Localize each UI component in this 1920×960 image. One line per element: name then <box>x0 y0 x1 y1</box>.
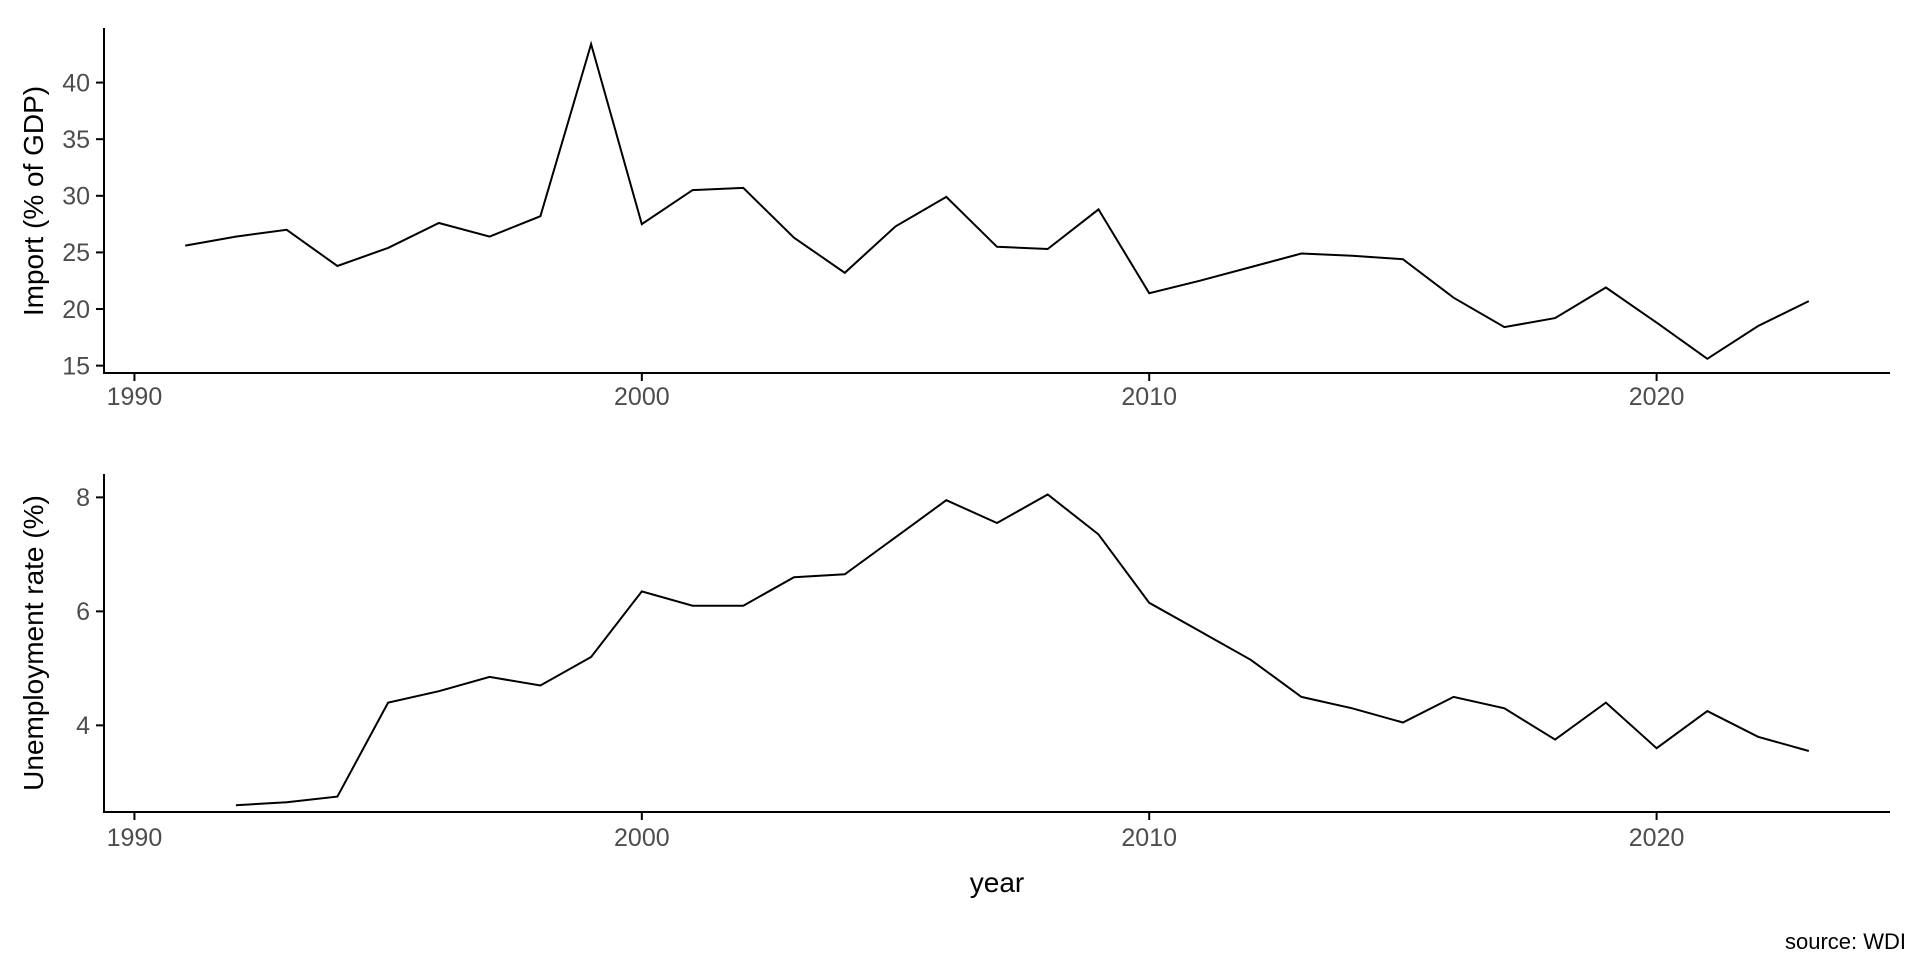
y-tick-label: 4 <box>76 712 90 740</box>
y-tick-label: 6 <box>76 598 90 626</box>
y-tick-label: 20 <box>62 296 90 324</box>
x-tick-label: 2010 <box>1121 383 1177 411</box>
x-axis-title: year <box>969 867 1025 898</box>
y-tick-label: 15 <box>62 352 90 380</box>
x-tick-label: 2020 <box>1629 824 1685 852</box>
source-attribution: source: WDI <box>1784 929 1906 954</box>
import-y-axis-title: Import (% of GDP) <box>18 85 49 317</box>
x-tick-label: 1990 <box>107 383 163 411</box>
import-series-line <box>185 40 1810 361</box>
x-tick-label: 1990 <box>107 824 163 852</box>
y-tick-label: 35 <box>62 126 90 154</box>
unemployment-chart-panel: 4 6 8 1990 2000 2010 2020 <box>76 474 1890 852</box>
y-tick-label: 8 <box>76 484 90 512</box>
x-tick-label: 2020 <box>1629 383 1685 411</box>
import-chart-panel: 15 20 25 30 35 40 1990 2000 2010 2020 <box>62 28 1890 411</box>
x-tick-label: 2010 <box>1121 824 1177 852</box>
y-tick-label: 25 <box>62 239 90 267</box>
unemployment-series-line <box>235 493 1810 807</box>
y-tick-label: 30 <box>62 183 90 211</box>
x-tick-label: 2000 <box>614 383 670 411</box>
x-tick-label: 2000 <box>614 824 670 852</box>
y-tick-label: 40 <box>62 69 90 97</box>
unemployment-y-axis-title: Unemployment rate (%) <box>18 495 49 791</box>
